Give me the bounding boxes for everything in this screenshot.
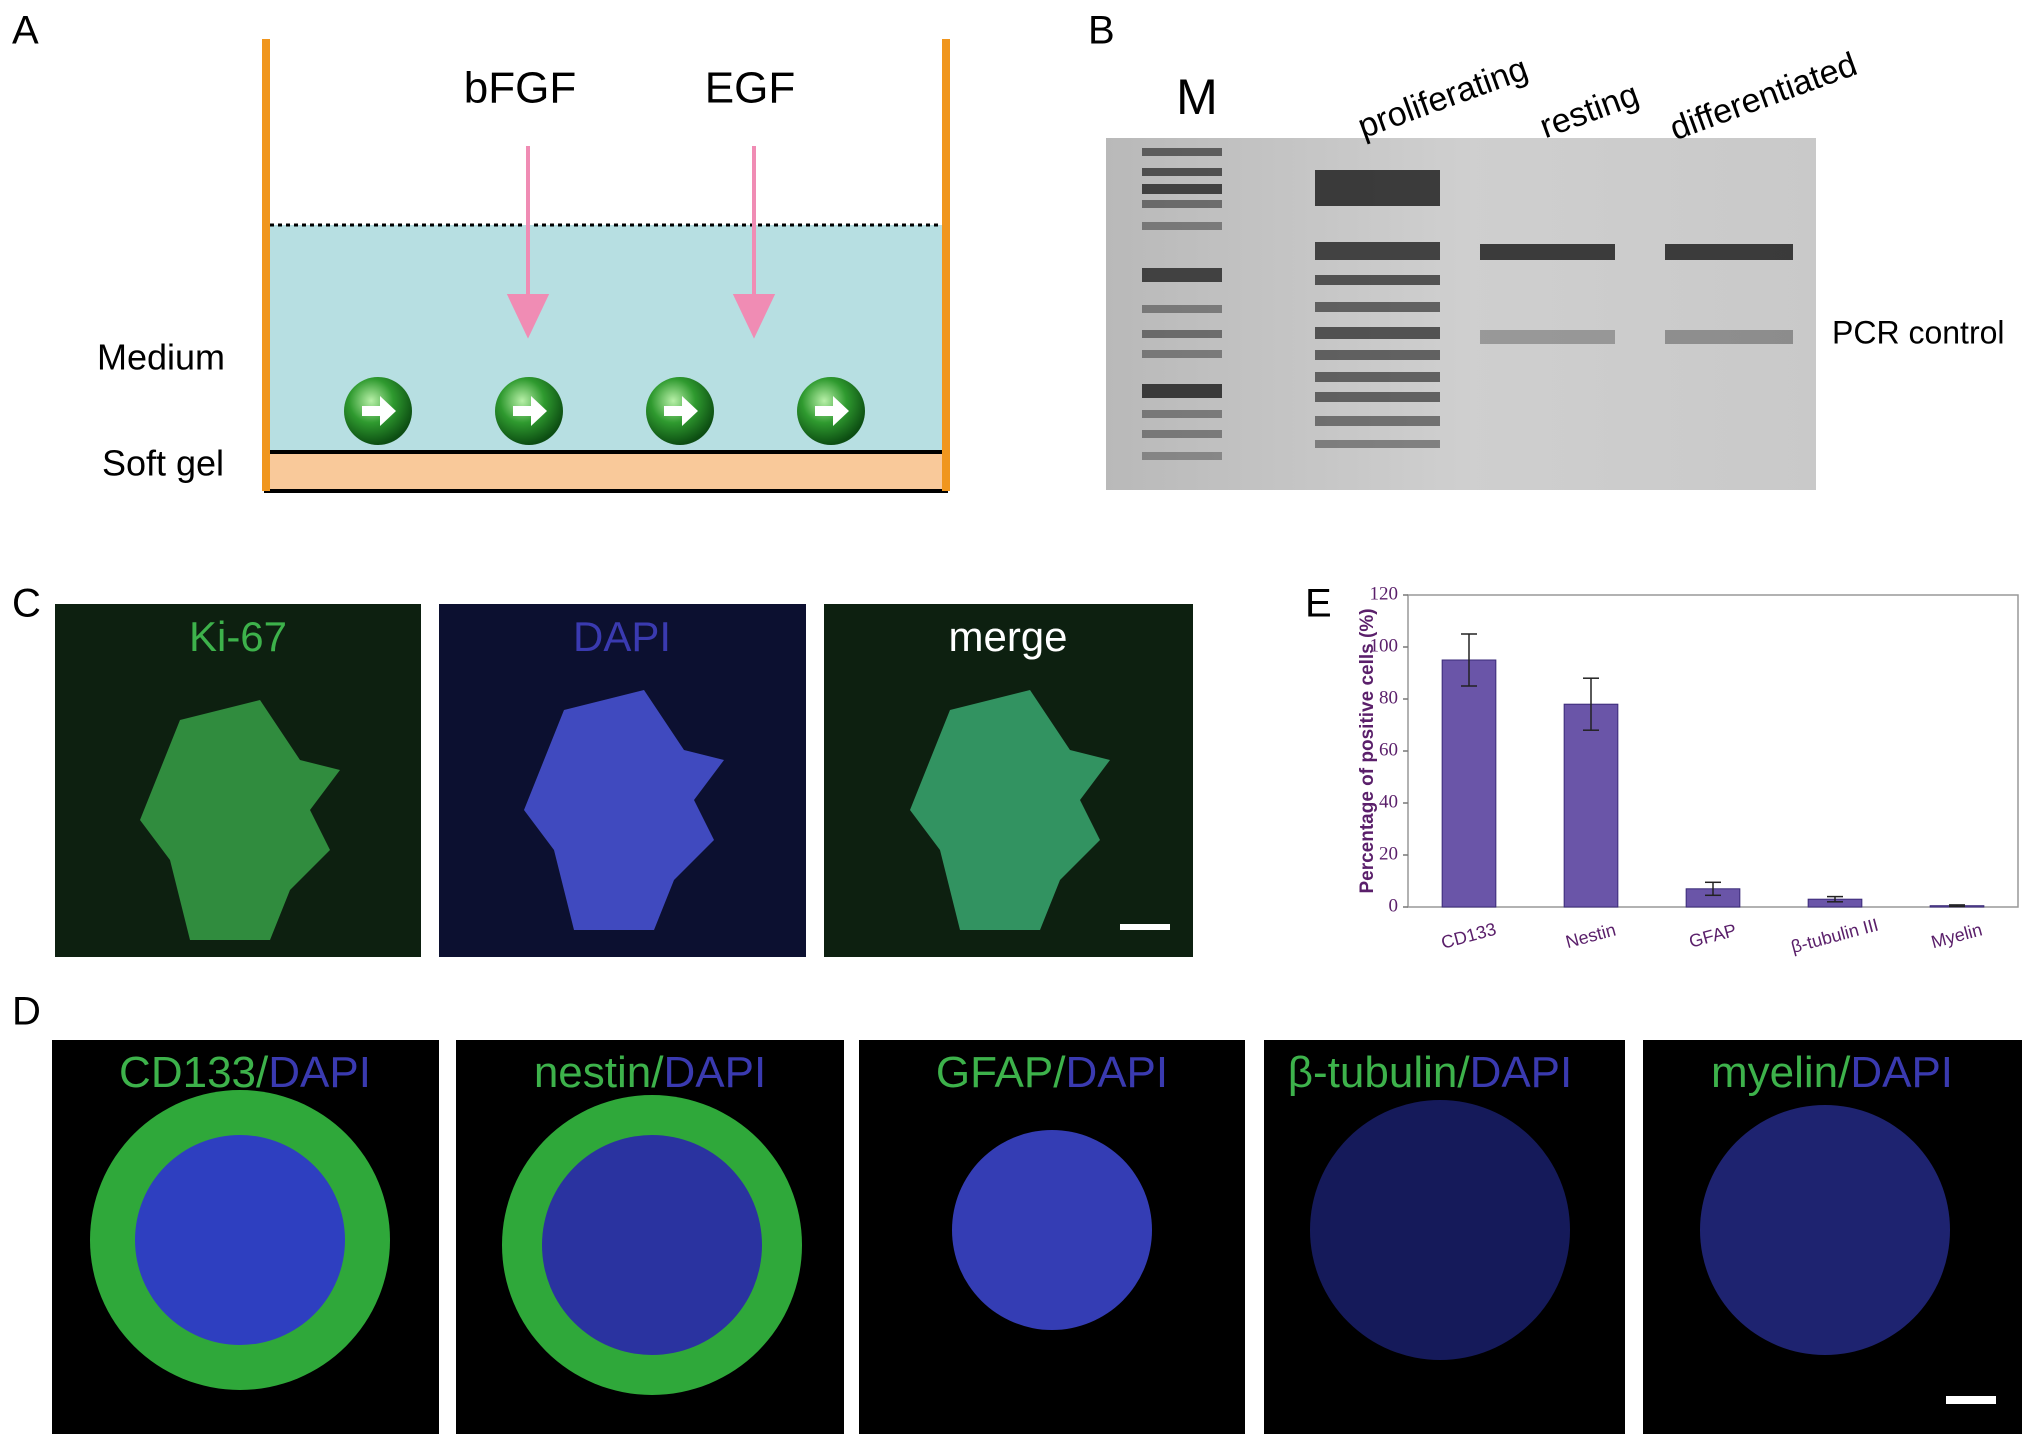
layer-label: Soft gel [102, 443, 224, 484]
image-title: merge [948, 613, 1067, 660]
error-bar [1583, 677, 1599, 731]
panel-label: A [12, 9, 39, 53]
y-tick-label: 40 [1379, 791, 1398, 812]
factor-label: EGF [705, 64, 795, 113]
annotation: PCR control [1832, 314, 2005, 350]
marker-label: CD133/ [119, 1048, 269, 1097]
culture-well [262, 39, 950, 493]
error-bar [1461, 633, 1477, 687]
image-title: DAPI [573, 613, 671, 660]
stain-label: DAPI [1065, 1048, 1168, 1097]
y-tick-label: 120 [1370, 583, 1399, 604]
x-tick-label: Myelin [1929, 919, 1984, 952]
panel-label: B [1088, 9, 1115, 53]
y-tick-label: 100 [1370, 635, 1399, 656]
image-title: myelin/DAPI [1711, 1048, 1953, 1097]
y-tick-label: 60 [1379, 739, 1398, 760]
stain-label: DAPI [268, 1048, 371, 1097]
marker-label: myelin/ [1711, 1048, 1851, 1097]
lane-label: proliferating [1353, 49, 1533, 145]
image-title: β-tubulin/DAPI [1288, 1048, 1573, 1097]
stain-label: DAPI [663, 1048, 766, 1097]
gel-image [1106, 138, 1816, 490]
panel-label: C [12, 582, 41, 626]
micrographs [52, 1040, 2022, 1434]
error-bar [1827, 895, 1843, 903]
image-title: nestin/DAPI [534, 1048, 766, 1097]
plot-frame [1407, 594, 2019, 908]
x-tick-label: GFAP [1687, 920, 1739, 952]
stain-label: DAPI [1470, 1048, 1573, 1097]
image-title: CD133/DAPI [119, 1048, 371, 1097]
marker-label: GFAP/ [936, 1048, 1066, 1097]
error-bar [1705, 881, 1721, 897]
stain-label: DAPI [1850, 1048, 1953, 1097]
lane-label: resting [1535, 75, 1644, 146]
x-tick-label: β-tubulin III [1789, 915, 1881, 957]
y-tick-label: 80 [1379, 687, 1398, 708]
panel-label: D [12, 990, 41, 1034]
y-tick-label: 20 [1379, 843, 1398, 864]
image-title: GFAP/DAPI [936, 1048, 1168, 1097]
marker-label: nestin/ [534, 1048, 664, 1097]
lane-label: M [1176, 69, 1218, 125]
x-tick-label: CD133 [1439, 919, 1498, 953]
lane-label: differentiated [1665, 45, 1862, 148]
bar [1441, 659, 1497, 908]
layer-label: Medium [97, 337, 225, 378]
image-title: Ki-67 [189, 613, 287, 660]
y-axis-label: Percentage of positive cells (%) [1357, 608, 1378, 893]
factor-label: bFGF [464, 64, 576, 113]
x-tick-label: Nestin [1563, 920, 1617, 953]
bar [1563, 703, 1619, 908]
micrographs [55, 604, 1193, 957]
panel-label: E [1305, 582, 1332, 626]
marker-label: β-tubulin/ [1288, 1048, 1471, 1097]
error-bar [1949, 904, 1965, 908]
y-tick-label: 0 [1389, 895, 1399, 916]
